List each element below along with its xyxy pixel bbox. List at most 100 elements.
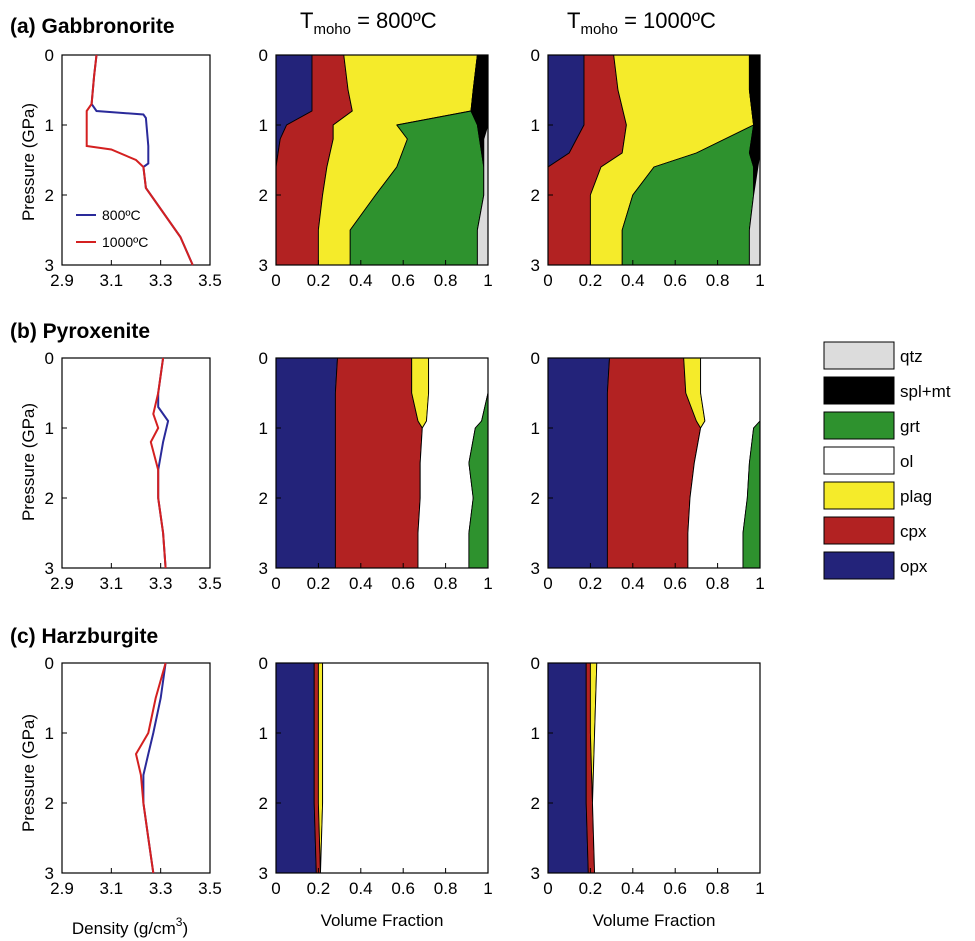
volume-fraction-label-800: Volume Fraction — [321, 911, 444, 930]
x-tick-label: 3.1 — [100, 271, 124, 290]
pressure-axis-label-a: Pressure (GPa) — [19, 103, 38, 221]
legend-swatch-opx — [823, 551, 895, 580]
x-tick-label: 0.4 — [621, 271, 645, 290]
x-tick-label: 0.2 — [307, 574, 331, 593]
x-tick-label: 3.3 — [149, 574, 173, 593]
y-tick-label: 1 — [531, 724, 540, 743]
y-tick-label: 2 — [45, 489, 54, 508]
column-title-800: Tmoho = 800ºC — [300, 8, 437, 38]
x-tick-label: 0.6 — [663, 574, 687, 593]
y-tick-label: 3 — [45, 559, 54, 578]
density-panel-frame — [61, 357, 211, 569]
x-tick-label: 1 — [755, 271, 764, 290]
phase-area-ol — [592, 662, 761, 874]
density-axis-label: Density (g/cm3) — [72, 915, 188, 938]
y-tick-label: 3 — [531, 256, 540, 275]
y-tick-label: 0 — [531, 349, 540, 368]
y-tick-label: 2 — [45, 186, 54, 205]
pressure-axis-label-c: Pressure (GPa) — [19, 714, 38, 832]
y-tick-label: 3 — [259, 864, 268, 883]
volume-panel-frame — [275, 54, 489, 266]
x-tick-label: 0.8 — [434, 271, 458, 290]
x-tick-label: 0.4 — [621, 879, 645, 898]
y-tick-label: 2 — [259, 186, 268, 205]
density-line-1000 — [85, 54, 194, 266]
density-panel-frame — [61, 662, 211, 874]
x-tick-label: 1 — [755, 574, 764, 593]
y-tick-label: 2 — [259, 794, 268, 813]
y-tick-label: 1 — [259, 116, 268, 135]
phase-area-ol — [320, 662, 489, 874]
x-tick-label: 0.2 — [307, 879, 331, 898]
x-tick-label: 0.2 — [307, 271, 331, 290]
y-tick-label: 3 — [259, 559, 268, 578]
y-tick-label: 3 — [531, 864, 540, 883]
y-tick-label: 0 — [45, 46, 54, 65]
y-tick-label: 1 — [259, 419, 268, 438]
phase-legend: qtz spl+mt grt ol plag cpx opx — [823, 341, 951, 580]
x-tick-label: 3.5 — [198, 879, 222, 898]
x-tick-label: 0.2 — [579, 271, 603, 290]
legend-swatch-plag — [823, 481, 895, 510]
y-tick-label: 1 — [531, 419, 540, 438]
x-tick-label: 0.8 — [706, 574, 730, 593]
legend-label-cpx: cpx — [900, 522, 927, 541]
phase-area-cpx — [334, 357, 423, 569]
x-tick-label: 0 — [271, 879, 280, 898]
x-tick-label: 2.9 — [50, 879, 74, 898]
pressure-axis-label-b: Pressure (GPa) — [19, 403, 38, 521]
y-tick-label: 0 — [531, 654, 540, 673]
y-tick-label: 1 — [531, 116, 540, 135]
volume-fraction-label-1000: Volume Fraction — [593, 911, 716, 930]
volume-panel-frame — [275, 357, 489, 569]
x-tick-label: 0.4 — [349, 879, 373, 898]
volume-panel-frame — [547, 662, 761, 874]
y-tick-label: 3 — [45, 256, 54, 275]
volume-panel-frame — [547, 357, 761, 569]
y-tick-label: 3 — [259, 256, 268, 275]
legend-label-grt: grt — [900, 417, 920, 436]
x-tick-label: 0.8 — [706, 879, 730, 898]
y-tick-label: 2 — [531, 489, 540, 508]
legend-swatch-spl-mt — [823, 376, 895, 405]
legend-label-qtz: qtz — [900, 347, 923, 366]
x-tick-label: 3.3 — [149, 271, 173, 290]
y-tick-label: 0 — [531, 46, 540, 65]
y-tick-label: 3 — [531, 559, 540, 578]
row-label-gabbronorite: (a) Gabbronorite — [10, 15, 175, 38]
column-title-1000: Tmoho = 1000ºC — [567, 8, 716, 38]
x-tick-label: 0 — [543, 574, 552, 593]
legend-swatch-qtz — [823, 341, 895, 370]
x-tick-label: 0 — [271, 271, 280, 290]
x-tick-label: 2.9 — [50, 574, 74, 593]
legend-swatch-grt — [823, 411, 895, 440]
x-tick-label: 0.8 — [706, 271, 730, 290]
legend-swatch-cpx — [823, 516, 895, 545]
phase-area-opx — [275, 357, 338, 569]
x-tick-label: 0 — [271, 574, 280, 593]
x-tick-label: 0.2 — [579, 879, 603, 898]
volume-panel-frame — [547, 54, 761, 266]
y-tick-label: 3 — [45, 864, 54, 883]
row-label-harzburgite: (c) Harzburgite — [10, 625, 158, 648]
x-tick-label: 0.6 — [663, 879, 687, 898]
density-legend-label: 1000ºC — [102, 234, 148, 250]
y-tick-label: 2 — [531, 794, 540, 813]
y-tick-label: 2 — [259, 489, 268, 508]
y-tick-label: 0 — [259, 46, 268, 65]
x-tick-label: 0 — [543, 271, 552, 290]
x-tick-label: 0.2 — [579, 574, 603, 593]
density-legend-label: 800ºC — [102, 207, 141, 223]
x-tick-label: 0.4 — [349, 271, 373, 290]
y-tick-label: 0 — [45, 349, 54, 368]
y-tick-label: 1 — [45, 419, 54, 438]
y-tick-label: 0 — [45, 654, 54, 673]
phase-area-opx — [547, 662, 589, 874]
density-line-1000 — [149, 357, 167, 569]
legend-label-ol: ol — [900, 452, 913, 471]
x-tick-label: 3.5 — [198, 574, 222, 593]
x-tick-label: 3.5 — [198, 271, 222, 290]
x-tick-label: 3.1 — [100, 879, 124, 898]
